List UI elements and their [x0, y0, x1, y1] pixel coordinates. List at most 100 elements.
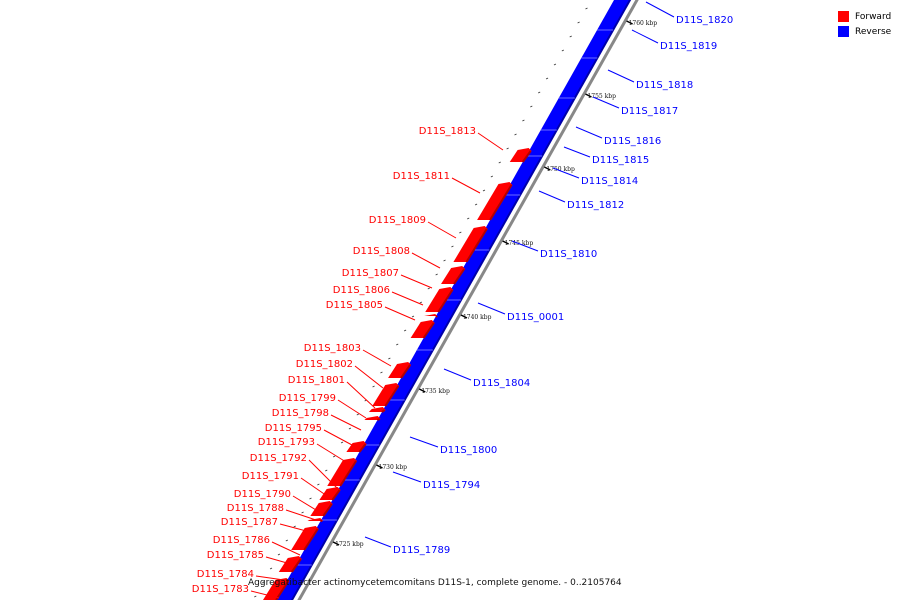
forward-gene-label: D11S_1808 [353, 246, 410, 257]
forward-gene-label: D11S_1790 [234, 489, 291, 500]
reverse-gene-label: D11S_0001 [507, 312, 564, 323]
major-scale-tick [332, 541, 340, 546]
minor-scale-tick [451, 245, 454, 248]
forward-gene-block [441, 266, 466, 284]
forward-gene-leader [391, 291, 424, 306]
minor-scale-tick [388, 357, 391, 360]
reverse-gene-leader [511, 240, 539, 252]
reverse-gene-leader [645, 1, 675, 18]
forward-gene-leader [362, 349, 392, 367]
forward-gene-shade [290, 558, 302, 573]
minor-scale-tick [293, 525, 296, 528]
reverse-gene-label: D11S_1817 [621, 106, 678, 117]
reverse-gene-label: D11S_1815 [592, 155, 649, 166]
forward-gene-block [422, 314, 439, 317]
scale-tick-label: 1760 kbp [629, 20, 658, 27]
major-scale-tick [502, 240, 510, 245]
forward-gene-shade [422, 322, 435, 339]
reverse-gene-leader [607, 69, 635, 83]
forward-gene-block [291, 526, 319, 550]
minor-scale-tick [254, 595, 257, 598]
reverse-gene-label: D11S_1789 [393, 545, 450, 556]
forward-gene-label: D11S_1793 [258, 437, 315, 448]
minor-scale-tick [435, 273, 438, 276]
forward-gene-block [410, 320, 435, 338]
major-scale-tick [544, 166, 551, 171]
forward-gene-label: D11S_1798 [272, 408, 329, 419]
minor-scale-tick [277, 553, 281, 556]
reverse-gene-leader [477, 302, 506, 315]
forward-gene-label: D11S_1785 [207, 550, 264, 561]
legend-label-forward: Forward [855, 11, 892, 22]
forward-gene-leader [451, 177, 481, 194]
minor-scale-tick [443, 259, 446, 262]
legend: Forward Reverse [838, 9, 891, 39]
forward-gene-label: D11S_1788 [227, 503, 284, 514]
forward-gene-shade [339, 460, 357, 487]
forward-gene-leader [346, 381, 376, 409]
forward-gene-leader [323, 429, 353, 446]
minor-scale-tick [545, 77, 549, 80]
minor-scale-tick [474, 203, 478, 206]
scale-tick-label: 1755 kbp [587, 93, 616, 100]
forward-gene-block [477, 182, 513, 220]
forward-gene-label: D11S_1811 [393, 171, 450, 182]
major-scale-tick [460, 314, 468, 319]
forward-gene-shade [275, 580, 290, 600]
forward-gene-leader [292, 495, 322, 514]
minor-scale-tick [403, 329, 407, 332]
forward-gene-leader [477, 132, 504, 151]
forward-gene-shade [384, 385, 400, 407]
forward-gene-label: D11S_1787 [221, 517, 278, 528]
forward-swatch-icon [838, 11, 849, 22]
forward-gene-shade [303, 528, 319, 551]
forward-gene-leader [400, 274, 433, 289]
forward-gene-shade [381, 409, 386, 413]
forward-gene-label: D11S_1802 [296, 359, 353, 370]
forward-gene-leader [300, 477, 331, 499]
legend-item-reverse: Reverse [838, 24, 891, 39]
minor-scale-tick [380, 371, 383, 374]
scale-tick-label: 1750 kbp [546, 166, 575, 173]
forward-gene-leader [255, 575, 285, 581]
reverse-gene-leader [631, 29, 659, 44]
minor-scale-tick [459, 231, 462, 234]
forward-gene-leader [271, 541, 301, 556]
reverse-gene-label: D11S_1810 [540, 249, 597, 260]
forward-gene-block [364, 416, 381, 420]
forward-gene-block [425, 287, 454, 312]
minor-scale-tick [506, 147, 509, 150]
reverse-gene-leader [538, 190, 566, 203]
minor-scale-tick [309, 497, 312, 500]
major-scale-tick [376, 464, 383, 469]
minor-scale-tick [261, 581, 265, 584]
forward-gene-shade [489, 184, 513, 221]
minor-scale-tick [482, 189, 486, 192]
reverse-gene-leader [409, 436, 439, 448]
reverse-gene-leader [443, 368, 472, 381]
minor-scale-tick [285, 539, 288, 542]
forward-gene-shade [322, 503, 333, 517]
forward-gene-leader [308, 459, 338, 489]
forward-gene-shade [400, 364, 411, 379]
reverse-gene-leader [552, 167, 580, 179]
minor-scale-tick [317, 483, 320, 486]
reverse-gene-label: D11S_1816 [604, 136, 661, 147]
minor-scale-tick [514, 133, 517, 136]
forward-gene-label: D11S_1784 [197, 569, 254, 580]
minor-scale-tick [585, 7, 588, 10]
minor-scale-tick [348, 427, 352, 430]
forward-gene-block [310, 501, 333, 516]
forward-gene-leader [316, 443, 347, 463]
reverse-gene-label: D11S_1812 [567, 200, 624, 211]
minor-scale-tick [340, 441, 344, 444]
reverse-gene-label: D11S_1818 [636, 80, 693, 91]
forward-gene-label: D11S_1786 [213, 535, 270, 546]
minor-scale-tick [427, 287, 430, 290]
minor-scale-tick [301, 511, 304, 514]
minor-scale-tick [561, 49, 565, 52]
forward-gene-shade [437, 289, 454, 313]
major-scale-tick [418, 388, 426, 393]
